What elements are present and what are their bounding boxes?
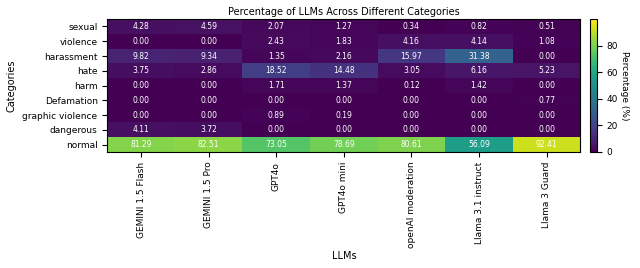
Text: 0.00: 0.00: [132, 110, 150, 120]
Text: 1.71: 1.71: [268, 81, 285, 90]
Text: 9.34: 9.34: [200, 51, 217, 61]
Text: 92.41: 92.41: [536, 140, 557, 149]
Text: 4.14: 4.14: [470, 37, 488, 46]
Text: 0.00: 0.00: [538, 51, 555, 61]
Text: 9.82: 9.82: [132, 51, 150, 61]
Text: 0.77: 0.77: [538, 96, 555, 105]
Text: 4.16: 4.16: [403, 37, 420, 46]
Text: 1.27: 1.27: [335, 22, 352, 31]
Text: 4.11: 4.11: [132, 125, 150, 134]
Text: 1.35: 1.35: [268, 51, 285, 61]
Text: 0.00: 0.00: [538, 81, 555, 90]
Text: 0.00: 0.00: [335, 125, 353, 134]
Text: 82.51: 82.51: [198, 140, 220, 149]
Text: 73.05: 73.05: [266, 140, 287, 149]
Text: 0.00: 0.00: [403, 110, 420, 120]
Text: 0.00: 0.00: [470, 110, 488, 120]
Text: 0.82: 0.82: [470, 22, 488, 31]
Text: 0.00: 0.00: [132, 96, 150, 105]
Text: 1.83: 1.83: [335, 37, 352, 46]
Text: 0.12: 0.12: [403, 81, 420, 90]
Text: 2.07: 2.07: [268, 22, 285, 31]
Text: 31.38: 31.38: [468, 51, 490, 61]
Text: 0.00: 0.00: [200, 110, 217, 120]
Text: 18.52: 18.52: [266, 66, 287, 75]
Text: 0.00: 0.00: [538, 125, 555, 134]
Text: 2.16: 2.16: [335, 51, 352, 61]
X-axis label: LLMs: LLMs: [332, 251, 356, 261]
Text: 0.89: 0.89: [268, 110, 285, 120]
Text: 0.00: 0.00: [335, 96, 353, 105]
Text: 0.00: 0.00: [538, 110, 555, 120]
Text: 0.00: 0.00: [200, 81, 217, 90]
Y-axis label: Percentage (%): Percentage (%): [620, 51, 629, 120]
Text: 1.37: 1.37: [335, 81, 352, 90]
Text: 0.00: 0.00: [268, 96, 285, 105]
Text: 3.75: 3.75: [132, 66, 150, 75]
Text: 0.00: 0.00: [132, 37, 150, 46]
Text: 3.72: 3.72: [200, 125, 217, 134]
Text: 78.69: 78.69: [333, 140, 355, 149]
Text: 1.08: 1.08: [538, 37, 555, 46]
Y-axis label: Categories: Categories: [7, 59, 17, 112]
Text: 0.00: 0.00: [268, 125, 285, 134]
Text: 14.48: 14.48: [333, 66, 355, 75]
Text: 15.97: 15.97: [401, 51, 422, 61]
Text: 6.16: 6.16: [470, 66, 488, 75]
Text: 2.86: 2.86: [200, 66, 217, 75]
Text: 0.00: 0.00: [200, 96, 217, 105]
Text: 0.51: 0.51: [538, 22, 555, 31]
Text: 81.29: 81.29: [131, 140, 152, 149]
Text: 0.00: 0.00: [470, 125, 488, 134]
Text: 4.28: 4.28: [132, 22, 150, 31]
Text: 0.34: 0.34: [403, 22, 420, 31]
Text: 3.05: 3.05: [403, 66, 420, 75]
Text: 0.19: 0.19: [335, 110, 352, 120]
Text: 0.00: 0.00: [470, 96, 488, 105]
Text: 0.00: 0.00: [403, 96, 420, 105]
Text: 0.00: 0.00: [132, 81, 150, 90]
Text: 5.23: 5.23: [538, 66, 555, 75]
Text: 4.59: 4.59: [200, 22, 217, 31]
Text: 56.09: 56.09: [468, 140, 490, 149]
Text: 0.00: 0.00: [200, 37, 217, 46]
Text: 80.61: 80.61: [401, 140, 422, 149]
Text: 1.42: 1.42: [470, 81, 488, 90]
Text: 0.00: 0.00: [403, 125, 420, 134]
Text: 2.43: 2.43: [268, 37, 285, 46]
Title: Percentage of LLMs Across Different Categories: Percentage of LLMs Across Different Cate…: [228, 7, 460, 17]
